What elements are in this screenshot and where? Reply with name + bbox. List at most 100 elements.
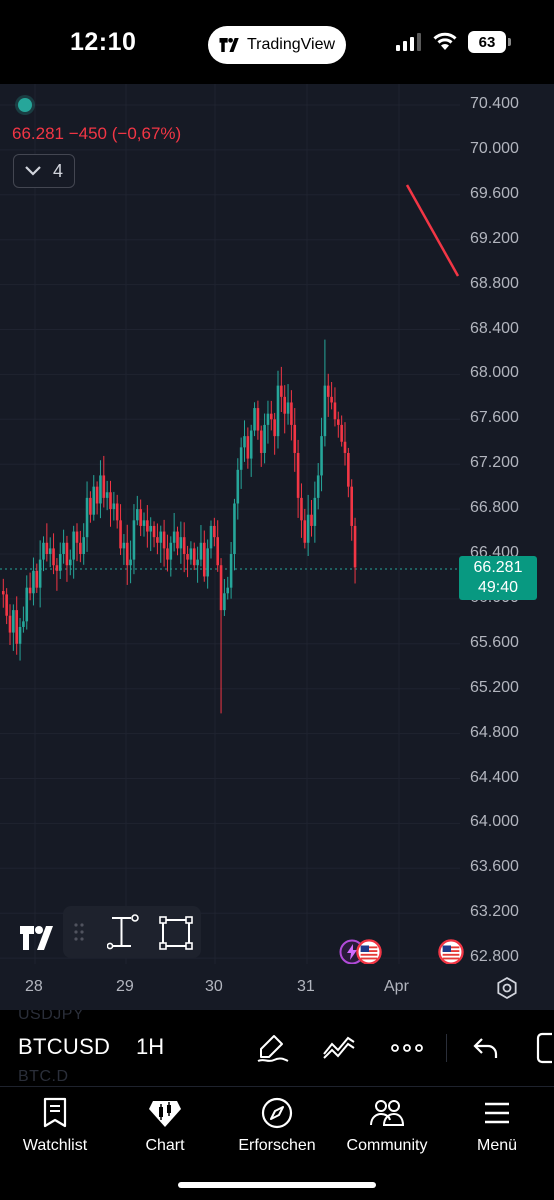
candle-body[interactable] <box>45 542 49 554</box>
candle-body[interactable] <box>102 475 106 498</box>
candle-body[interactable] <box>213 525 216 538</box>
candle-body[interactable] <box>189 548 193 560</box>
candle-body[interactable] <box>48 548 52 554</box>
candle-body[interactable] <box>75 531 79 543</box>
candle-body[interactable] <box>2 591 5 595</box>
candle-body[interactable] <box>313 497 317 526</box>
more-options-icon[interactable] <box>390 1042 424 1054</box>
candle-body[interactable] <box>179 537 183 549</box>
candle-body[interactable] <box>343 441 347 453</box>
candle-body[interactable] <box>85 497 89 538</box>
candle-body[interactable] <box>35 570 39 588</box>
indicators-toggle-button[interactable]: 4 <box>13 154 75 188</box>
candle-body[interactable] <box>105 492 109 498</box>
time-axis[interactable]: 28 29 30 31 Apr <box>0 964 554 1010</box>
candle-body[interactable] <box>58 554 62 571</box>
candle-body[interactable] <box>166 548 169 560</box>
candle-body[interactable] <box>176 531 179 549</box>
nav-menu[interactable]: Menü <box>442 1095 552 1155</box>
candle-body[interactable] <box>95 486 99 504</box>
candle-body[interactable] <box>350 486 353 526</box>
nav-explore[interactable]: Erforschen <box>222 1095 332 1155</box>
candle-body[interactable] <box>12 610 15 633</box>
candle-body[interactable] <box>219 565 223 611</box>
nav-watchlist[interactable]: Watchlist <box>0 1095 110 1155</box>
candle-body[interactable] <box>273 419 276 437</box>
candle-body[interactable] <box>119 520 122 549</box>
candle-body[interactable] <box>236 469 240 504</box>
candle-body[interactable] <box>129 559 132 566</box>
candle-body[interactable] <box>112 503 116 510</box>
rectangle-tool-icon[interactable] <box>159 916 193 950</box>
candle-body[interactable] <box>333 402 337 420</box>
candle-body[interactable] <box>199 542 203 560</box>
candle-body[interactable] <box>8 615 12 633</box>
candle-body[interactable] <box>206 548 209 577</box>
candle-body[interactable] <box>223 593 226 611</box>
candle-body[interactable] <box>293 424 297 453</box>
candle-body[interactable] <box>216 537 219 566</box>
candle-body[interactable] <box>15 610 18 644</box>
candle-body[interactable] <box>109 492 112 510</box>
nav-community[interactable]: Community <box>332 1095 442 1155</box>
candle-body[interactable] <box>263 424 266 453</box>
candle-body[interactable] <box>172 531 176 543</box>
candle-body[interactable] <box>280 385 283 397</box>
trend-line-drawing[interactable] <box>405 184 460 277</box>
nav-chart[interactable]: Chart <box>110 1095 220 1155</box>
fullscreen-icon[interactable] <box>536 1032 554 1064</box>
candle-body[interactable] <box>270 413 273 420</box>
candle-body[interactable] <box>28 587 32 594</box>
candle-body[interactable] <box>162 531 166 549</box>
candle-body[interactable] <box>253 408 256 431</box>
candle-body[interactable] <box>316 475 320 498</box>
candle-body[interactable] <box>125 542 129 566</box>
candle-body[interactable] <box>142 520 146 526</box>
candle-body[interactable] <box>99 475 102 504</box>
candle-body[interactable] <box>139 509 142 526</box>
candle-body[interactable] <box>233 503 236 554</box>
candle-body[interactable] <box>152 525 156 538</box>
candle-body[interactable] <box>62 542 65 554</box>
candle-body[interactable] <box>290 402 293 425</box>
candle-body[interactable] <box>286 402 290 414</box>
candle-body[interactable] <box>203 542 206 577</box>
us-flag-event-icon[interactable] <box>438 939 464 965</box>
candle-body[interactable] <box>340 424 343 442</box>
drag-handle-icon[interactable] <box>73 922 85 942</box>
candle-body[interactable] <box>323 385 327 437</box>
candle-body[interactable] <box>5 594 8 616</box>
candle-body[interactable] <box>136 509 139 521</box>
candle-body[interactable] <box>115 503 119 521</box>
candle-body[interactable] <box>156 537 159 543</box>
candle-body[interactable] <box>72 531 75 560</box>
candle-body[interactable] <box>69 559 72 566</box>
pen-drawing-icon[interactable] <box>256 1032 290 1064</box>
candle-body[interactable] <box>239 447 243 470</box>
candle-body[interactable] <box>92 486 96 515</box>
candle-body[interactable] <box>283 396 286 414</box>
candle-body[interactable] <box>337 419 340 425</box>
candle-body[interactable] <box>246 436 250 459</box>
candle-body[interactable] <box>32 570 35 594</box>
candle-body[interactable] <box>259 430 263 453</box>
candle-body[interactable] <box>347 452 350 487</box>
candle-body[interactable] <box>303 520 307 543</box>
candle-body[interactable] <box>182 537 186 554</box>
us-flag-event-icon[interactable] <box>356 939 382 965</box>
adjacent-symbol-above[interactable]: USDJPY <box>18 1010 85 1023</box>
candle-body[interactable] <box>209 525 213 549</box>
candle-body[interactable] <box>169 542 173 560</box>
candle-body[interactable] <box>330 396 333 403</box>
candle-body[interactable] <box>243 436 246 448</box>
candle-body[interactable] <box>353 525 357 568</box>
candle-body[interactable] <box>266 413 270 425</box>
candle-body[interactable] <box>38 559 42 588</box>
candle-body[interactable] <box>149 525 152 532</box>
chart-settings-icon[interactable] <box>495 976 519 1000</box>
candle-body[interactable] <box>122 542 126 549</box>
market-status-dot[interactable] <box>18 98 32 112</box>
adjacent-symbol-below[interactable]: BTC.D <box>18 1068 69 1085</box>
candle-body[interactable] <box>65 542 69 566</box>
candle-body[interactable] <box>79 542 82 554</box>
